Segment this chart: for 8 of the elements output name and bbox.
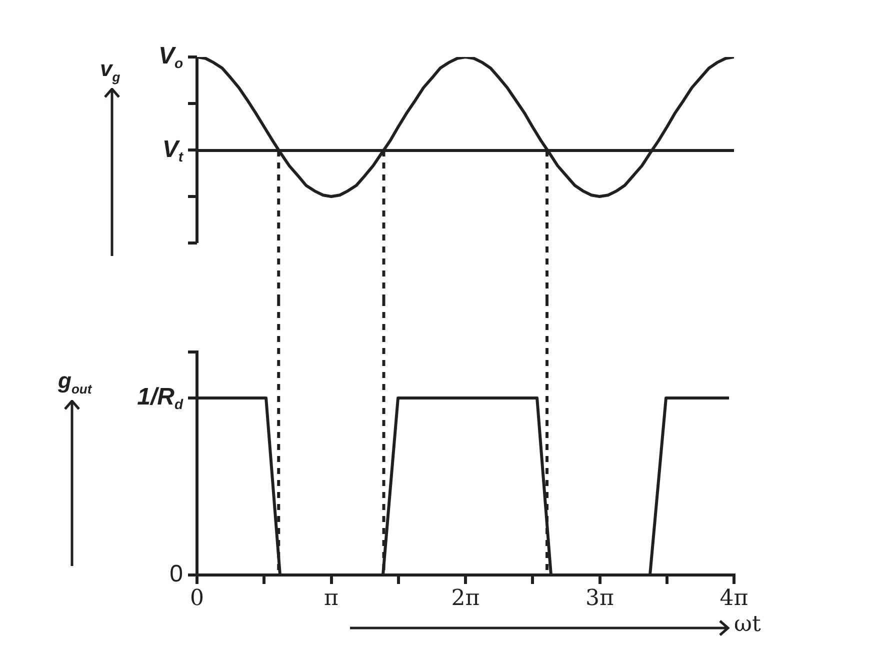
y-axis-title: g$_{out}$ bbox=[58, 368, 92, 396]
x-tick-label: 2π bbox=[451, 586, 480, 611]
x-tick-label: 3π bbox=[586, 586, 614, 611]
x-axis-title: ωt bbox=[734, 612, 761, 637]
y-axis-title: v$_{g}$ bbox=[100, 56, 120, 84]
x-tick-label: 4π bbox=[720, 586, 748, 611]
x-tick-label: π bbox=[324, 586, 338, 611]
x-tick-label: 0 bbox=[190, 586, 204, 611]
